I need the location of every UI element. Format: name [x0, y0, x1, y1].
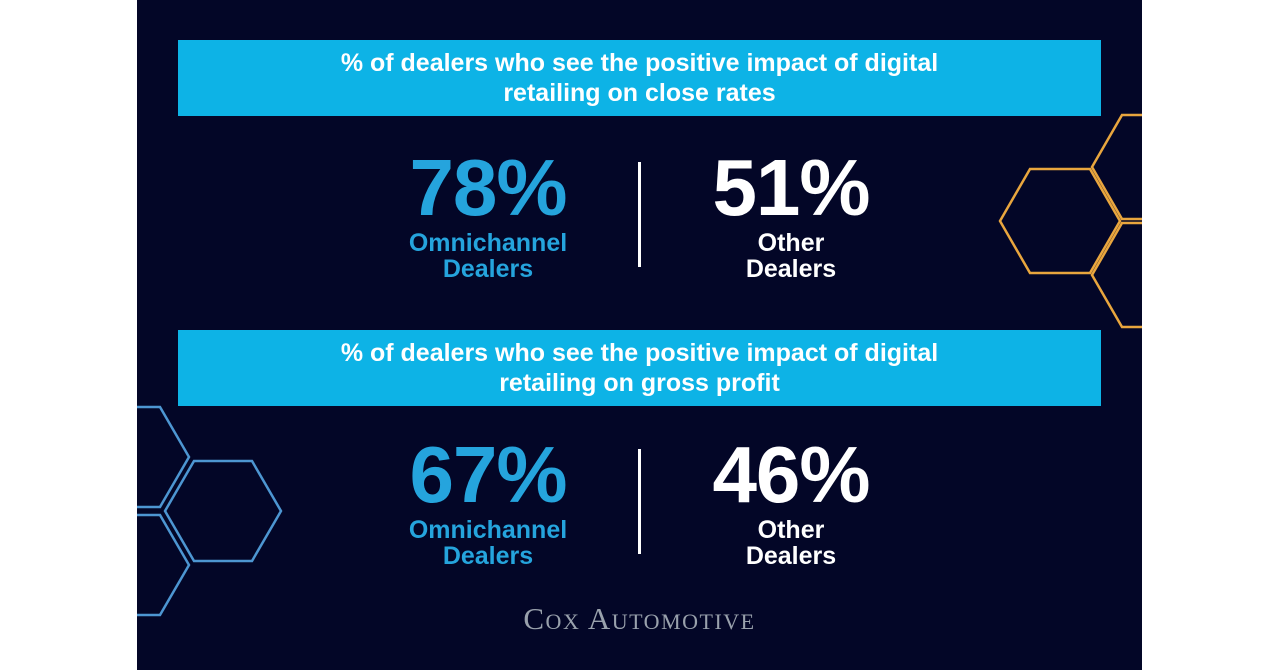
stat-value: 46%: [712, 430, 870, 519]
section-1-title-banner: % of dealers who see the positive impact…: [178, 40, 1101, 116]
section-1-omnichannel-stat: 78% Omnichannel Dealers: [338, 143, 638, 283]
stat-label: Other Dealers: [745, 516, 837, 570]
divider-line: [638, 162, 641, 267]
divider-line: [638, 449, 641, 554]
section-2-other-stat: 46% Other Dealers: [641, 430, 941, 570]
section-2-title: % of dealers who see the positive impact…: [340, 339, 939, 397]
section-2-title-banner: % of dealers who see the positive impact…: [178, 330, 1101, 406]
stat-label: Omnichannel Dealers: [408, 229, 568, 283]
stat-value: 67%: [409, 430, 567, 519]
hexagon-pattern-right-icon: [998, 113, 1142, 329]
stat-value: 51%: [712, 143, 870, 232]
section-2-omnichannel-stat: 67% Omnichannel Dealers: [338, 430, 638, 570]
section-1-title: % of dealers who see the positive impact…: [340, 49, 939, 107]
stat-label: Omnichannel Dealers: [408, 516, 568, 570]
infographic-panel: % of dealers who see the positive impact…: [137, 0, 1142, 670]
stat-value: 78%: [409, 143, 567, 232]
section-2-stats-row: 67% Omnichannel Dealers 46% Other Dealer…: [137, 430, 1142, 570]
section-1-stats-row: 78% Omnichannel Dealers 51% Other Dealer…: [137, 143, 1142, 283]
stat-label: Other Dealers: [745, 229, 837, 283]
section-1-other-stat: 51% Other Dealers: [641, 143, 941, 283]
hexagon-pattern-left-icon: [137, 405, 283, 617]
cox-automotive-logo: Cox Automotive: [523, 601, 756, 636]
